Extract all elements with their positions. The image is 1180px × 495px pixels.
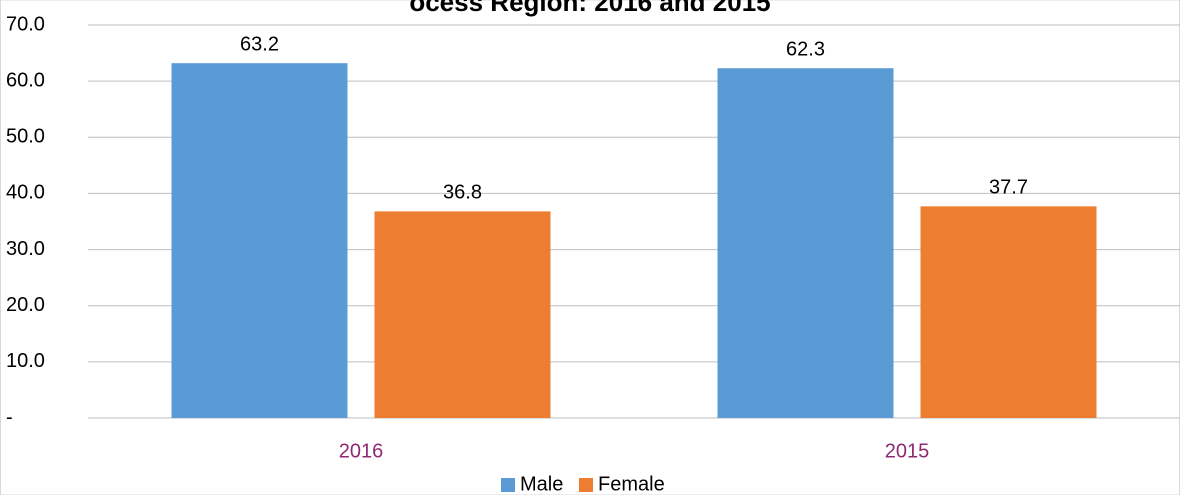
- legend-label: Female: [598, 473, 665, 495]
- y-tick-label: 10.0: [6, 350, 45, 372]
- y-tick-label: 40.0: [6, 182, 45, 204]
- y-tick-label: 60.0: [6, 69, 45, 91]
- bar: [171, 63, 348, 418]
- data-label: 63.2: [240, 33, 279, 55]
- bar: [374, 211, 551, 418]
- bar: [920, 206, 1097, 418]
- data-label: 36.8: [443, 182, 482, 204]
- data-label: 37.7: [989, 177, 1028, 199]
- legend-swatch: [579, 478, 593, 492]
- y-tick-label: 30.0: [6, 238, 45, 260]
- data-label: 62.3: [786, 39, 825, 61]
- y-tick-label: 70.0: [6, 13, 45, 35]
- y-tick-label: -: [6, 406, 13, 428]
- x-tick-label: 2016: [339, 440, 384, 462]
- x-tick-label: 2015: [885, 440, 930, 462]
- y-tick-label: 20.0: [6, 294, 45, 316]
- legend-label: Male: [520, 473, 563, 495]
- y-tick-label: 50.0: [6, 126, 45, 148]
- chart-title: ocess Region: 2016 and 2015: [409, 0, 770, 17]
- legend-swatch: [501, 478, 515, 492]
- bar: [717, 68, 894, 418]
